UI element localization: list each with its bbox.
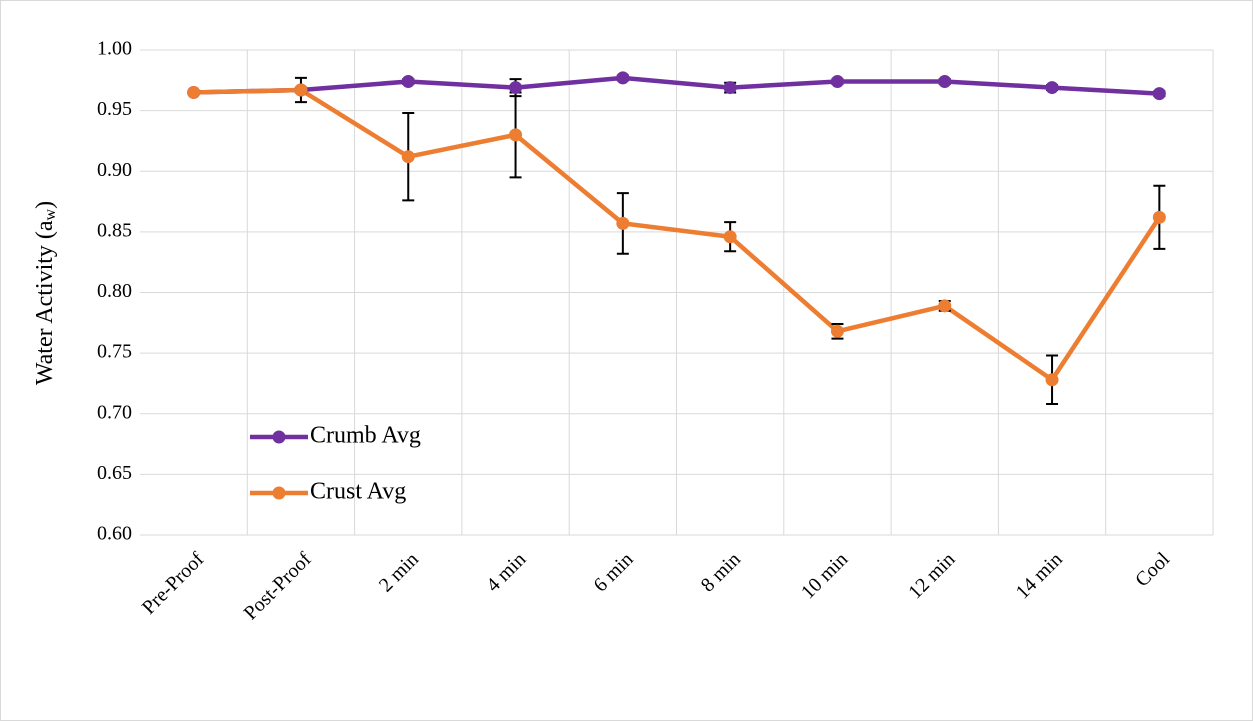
y-tick-label: 0.65 <box>97 462 132 484</box>
point <box>616 216 630 230</box>
point <box>830 75 844 89</box>
y-label-subscript: w <box>42 208 59 220</box>
point <box>509 81 523 95</box>
y-tick-label: 0.75 <box>97 341 132 363</box>
point <box>401 150 415 164</box>
point <box>938 299 952 313</box>
y-tick-label: 0.85 <box>97 219 132 241</box>
y-tick-label: 0.95 <box>97 98 132 120</box>
point <box>187 85 201 99</box>
y-tick-label: 0.80 <box>97 280 132 302</box>
point <box>723 81 737 95</box>
point <box>1045 373 1059 387</box>
y-tick-label: 0.60 <box>97 523 132 545</box>
point <box>830 324 844 338</box>
y-label-text: Water Activity (a <box>32 220 58 385</box>
legend-label: Crumb Avg <box>310 423 421 449</box>
point <box>1045 81 1059 95</box>
series-line <box>193 87 1162 383</box>
point <box>1152 87 1166 101</box>
point <box>294 83 308 97</box>
point <box>723 230 737 244</box>
point <box>401 75 415 89</box>
y-tick-label: 0.70 <box>97 401 132 423</box>
point <box>938 75 952 89</box>
point <box>616 71 630 85</box>
y-tick-label: 1.00 <box>97 38 132 60</box>
y-axis-label: Water Activity (aw) <box>32 201 59 385</box>
legend-marker <box>272 486 286 500</box>
point <box>509 128 523 142</box>
legend-label: Crust Avg <box>310 479 406 505</box>
point <box>1152 210 1166 224</box>
series-line <box>193 75 1160 96</box>
y-label-suffix: ) <box>32 201 58 209</box>
legend-marker <box>272 430 286 444</box>
y-tick-label: 0.90 <box>97 159 132 181</box>
